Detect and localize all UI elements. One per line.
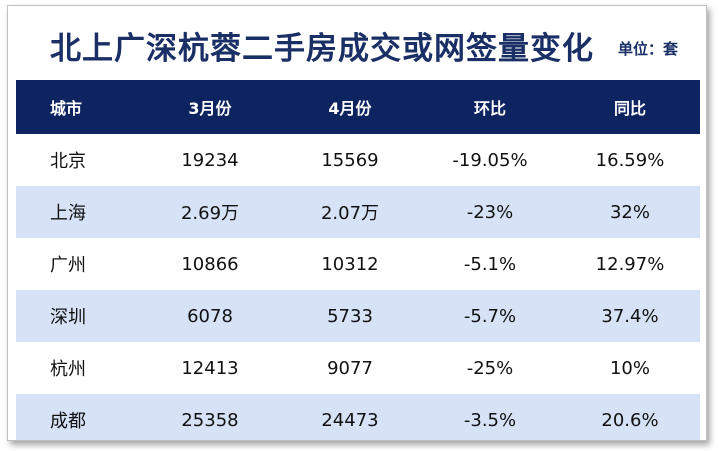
table-card: 北上广深杭蓉二手房成交或网签量变化 单位：套 城市 3月份 4月份 环比 同比 … — [7, 5, 707, 441]
march-cell: 25358 — [140, 394, 280, 440]
city-cell: 上海 — [16, 186, 140, 238]
mom-cell: -23% — [420, 186, 560, 238]
march-cell: 6078 — [140, 290, 280, 342]
mom-cell: -5.1% — [420, 238, 560, 290]
table-row: 成都 25358 24473 -3.5% 20.6% — [16, 394, 700, 440]
yoy-cell: 10% — [560, 342, 700, 394]
table-header: 城市 3月份 4月份 环比 同比 — [16, 80, 700, 134]
march-cell: 19234 — [140, 134, 280, 186]
city-cell: 成都 — [16, 394, 140, 440]
march-cell: 2.69万 — [140, 186, 280, 238]
yoy-cell: 37.4% — [560, 290, 700, 342]
yoy-cell: 32% — [560, 186, 700, 238]
april-cell: 10312 — [280, 238, 420, 290]
header-mom: 环比 — [420, 80, 560, 134]
unit-label: 单位：套 — [617, 40, 678, 58]
mom-cell: -19.05% — [420, 134, 560, 186]
city-cell: 北京 — [16, 134, 140, 186]
table-row: 广州 10866 10312 -5.1% 12.97% — [16, 238, 700, 290]
city-cell: 杭州 — [16, 342, 140, 394]
mom-cell: -3.5% — [420, 394, 560, 440]
april-cell: 2.07万 — [280, 186, 420, 238]
page-title: 北上广深杭蓉二手房成交或网签量变化 — [50, 31, 594, 67]
city-cell: 广州 — [16, 238, 140, 290]
yoy-cell: 16.59% — [560, 134, 700, 186]
march-cell: 12413 — [140, 342, 280, 394]
header-april: 4月份 — [280, 80, 420, 134]
table-row: 深圳 6078 5733 -5.7% 37.4% — [16, 290, 700, 342]
march-cell: 10866 — [140, 238, 280, 290]
table-row: 上海 2.69万 2.07万 -23% 32% — [16, 186, 700, 238]
title-bar: 北上广深杭蓉二手房成交或网签量变化 单位：套 — [8, 6, 706, 80]
city-cell: 深圳 — [16, 290, 140, 342]
april-cell: 5733 — [280, 290, 420, 342]
header-yoy: 同比 — [560, 80, 700, 134]
yoy-cell: 12.97% — [560, 238, 700, 290]
header-row: 城市 3月份 4月份 环比 同比 — [16, 80, 700, 134]
housing-transactions-table: 城市 3月份 4月份 环比 同比 北京 19234 15569 -19.05% … — [16, 80, 700, 440]
table-row: 杭州 12413 9077 -25% 10% — [16, 342, 700, 394]
mom-cell: -25% — [420, 342, 560, 394]
april-cell: 15569 — [280, 134, 420, 186]
april-cell: 24473 — [280, 394, 420, 440]
header-city: 城市 — [16, 80, 140, 134]
mom-cell: -5.7% — [420, 290, 560, 342]
table-row: 北京 19234 15569 -19.05% 16.59% — [16, 134, 700, 186]
april-cell: 9077 — [280, 342, 420, 394]
yoy-cell: 20.6% — [560, 394, 700, 440]
header-march: 3月份 — [140, 80, 280, 134]
table-body: 北京 19234 15569 -19.05% 16.59% 上海 2.69万 2… — [16, 134, 700, 440]
